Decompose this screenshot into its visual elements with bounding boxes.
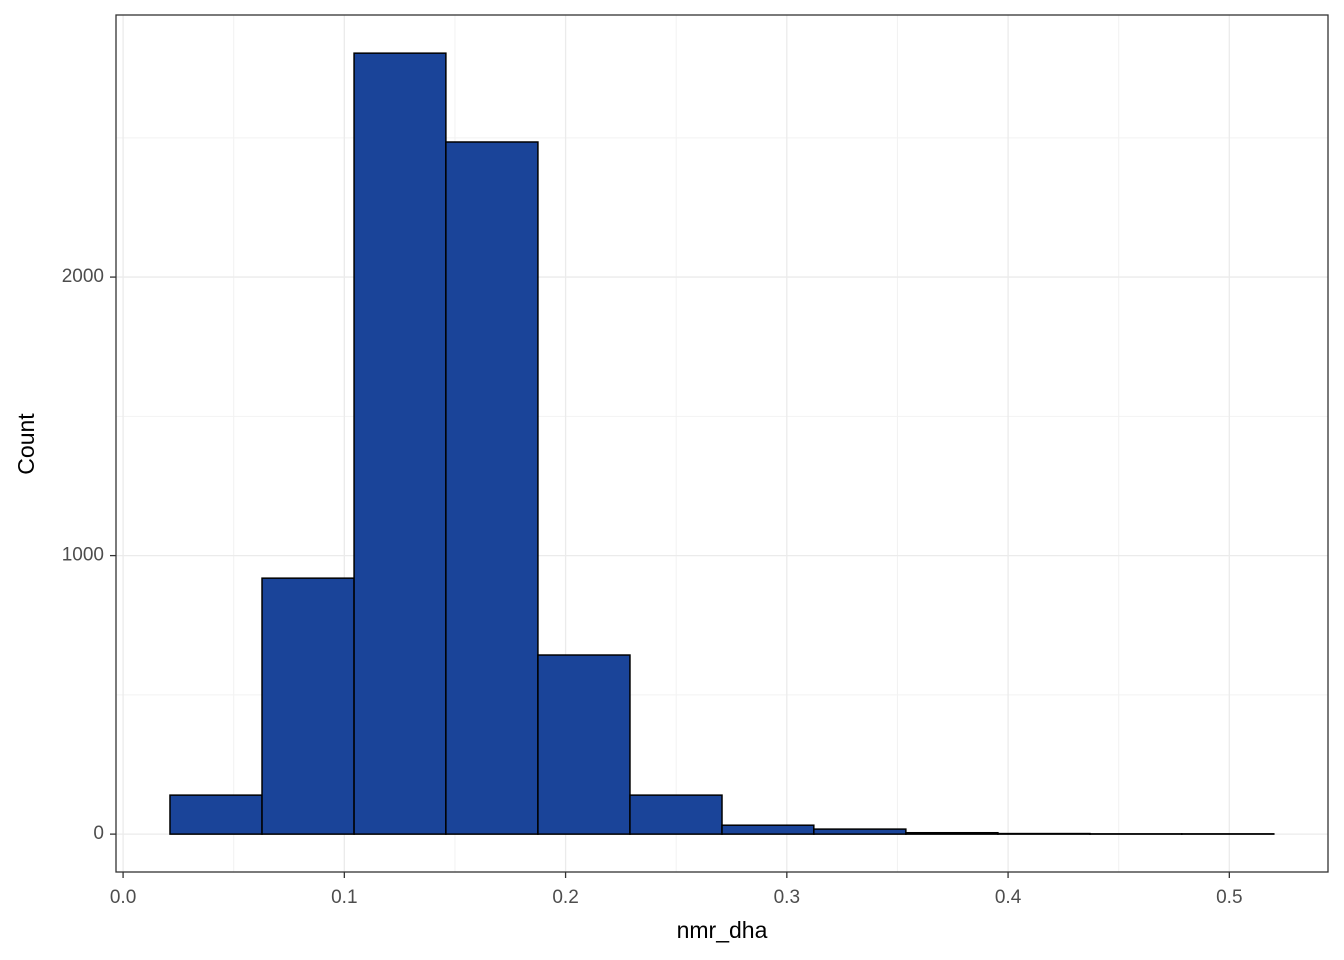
bar [905, 831, 999, 835]
bar [169, 794, 263, 835]
bar [813, 828, 907, 835]
x-tick-label: 0.5 [1216, 887, 1242, 908]
panel-border [115, 14, 1329, 873]
bar [997, 832, 1091, 835]
bar [537, 654, 631, 835]
y-tick-label: 1000 [62, 545, 104, 566]
x-tick-label: 0.4 [995, 887, 1022, 908]
y-tick-label: 0 [93, 823, 104, 844]
bar [353, 52, 447, 835]
y-tick-label: 2000 [62, 266, 104, 287]
bar [629, 794, 723, 835]
x-tick-label: 0.0 [110, 887, 136, 908]
x-tick-label: 0.2 [552, 887, 578, 908]
x-tick-label: 0.1 [331, 887, 357, 908]
x-tick-label: 0.3 [774, 887, 800, 908]
bar [445, 141, 539, 835]
bar [721, 824, 815, 835]
x-axis-label: nmr_dha [677, 917, 768, 943]
bar [261, 577, 355, 835]
y-axis-label: Count [13, 413, 39, 475]
